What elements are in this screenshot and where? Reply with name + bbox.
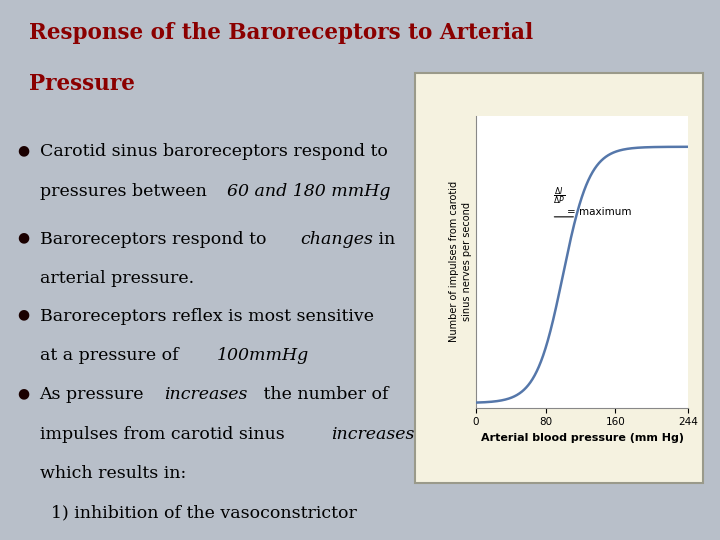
Y-axis label: Number of impulses from carotid
sinus nerves per second: Number of impulses from carotid sinus ne… xyxy=(449,181,472,342)
X-axis label: Arterial blood pressure (mm Hg): Arterial blood pressure (mm Hg) xyxy=(481,433,683,443)
Text: ●: ● xyxy=(17,308,29,322)
Text: increases: increases xyxy=(165,386,248,403)
Text: 1) inhibition of the vasoconstrictor: 1) inhibition of the vasoconstrictor xyxy=(40,504,356,521)
Text: 100mmHg: 100mmHg xyxy=(217,347,309,364)
Text: arterial pressure.: arterial pressure. xyxy=(40,270,194,287)
Text: Baroreceptors reflex is most sensitive: Baroreceptors reflex is most sensitive xyxy=(40,308,374,325)
Text: ●: ● xyxy=(17,386,29,400)
Text: .: . xyxy=(289,347,295,364)
Text: pressures between: pressures between xyxy=(40,183,212,199)
Text: Baroreceptors respond to: Baroreceptors respond to xyxy=(40,231,271,247)
Text: Response of the Baroreceptors to Arterial: Response of the Baroreceptors to Arteria… xyxy=(29,22,533,44)
Text: in: in xyxy=(373,231,395,247)
Text: changes: changes xyxy=(300,231,373,247)
Text: As pressure: As pressure xyxy=(40,386,150,403)
Text: .: . xyxy=(383,183,389,199)
Text: $\frac{\Delta I}{\Delta P}$: $\frac{\Delta I}{\Delta P}$ xyxy=(552,185,564,207)
Text: ●: ● xyxy=(17,143,29,157)
Text: the number of: the number of xyxy=(258,386,389,403)
Text: impulses from carotid sinus: impulses from carotid sinus xyxy=(40,426,290,442)
Text: increases: increases xyxy=(331,426,415,442)
Text: which results in:: which results in: xyxy=(40,465,186,482)
Text: at a pressure of: at a pressure of xyxy=(40,347,184,364)
Text: Pressure: Pressure xyxy=(29,73,135,95)
Text: = maximum: = maximum xyxy=(567,207,632,217)
Text: 60 and 180 mmHg: 60 and 180 mmHg xyxy=(227,183,390,199)
Text: Carotid sinus baroreceptors respond to: Carotid sinus baroreceptors respond to xyxy=(40,143,387,160)
Text: ●: ● xyxy=(17,231,29,245)
